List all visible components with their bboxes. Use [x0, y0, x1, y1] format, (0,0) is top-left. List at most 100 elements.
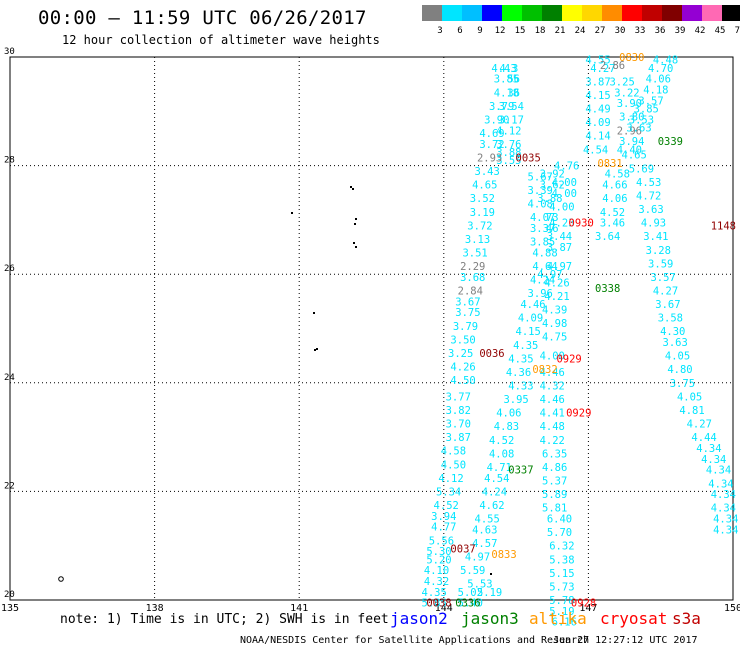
wave-height-value: 4.34: [713, 524, 738, 536]
wave-height-value: 4.83: [494, 421, 519, 433]
wave-height-value: 4.64: [532, 261, 557, 273]
y-tick-label: 22: [4, 481, 15, 491]
wave-height-value: 5.19: [549, 606, 574, 618]
wave-height-value: 4.27: [590, 63, 615, 75]
scale-label: 45: [714, 26, 726, 36]
wave-height-value: 4.65: [622, 150, 647, 162]
wave-height-value: 3.19: [470, 207, 495, 219]
wave-height-value: 4.05: [665, 351, 690, 363]
wave-height-value: 5.67: [528, 171, 553, 183]
wave-height-value: 3.88: [537, 193, 562, 205]
wave-height-value: 4.58: [605, 169, 630, 181]
wave-height-value: 3.90: [484, 114, 509, 126]
wave-height-value: 5.56: [429, 535, 454, 547]
pass-time-label: 0830: [619, 52, 644, 64]
wave-height-value: 3.77: [446, 391, 471, 403]
wave-height-value: 4.88: [532, 247, 557, 259]
wave-height-value: 5.37: [542, 476, 567, 488]
wave-height-value: 4.34: [711, 503, 736, 515]
wave-height-value: 3.22: [614, 87, 639, 99]
wave-height-value: 4.06: [602, 193, 627, 205]
wave-height-value: 5.30: [426, 546, 451, 558]
wave-height-value: 3.68: [460, 272, 485, 284]
scale-swatch: [522, 5, 542, 21]
wave-height-value: 3.44: [547, 231, 572, 243]
wave-height-value: 3.25: [448, 348, 473, 360]
wave-height-value: 4.34: [713, 514, 738, 526]
wave-height-value: 5.20: [426, 554, 451, 566]
wave-height-value: 4.22: [540, 435, 565, 447]
scale-label: 12: [494, 26, 506, 36]
wave-height-value: 4.46: [520, 299, 545, 311]
island-mark: [313, 312, 315, 314]
wave-height-value: 4.08: [489, 448, 514, 460]
island-mark: [355, 218, 357, 220]
satellite-jason3: jason3: [461, 609, 519, 628]
pass-time-label: 1148: [711, 220, 736, 232]
wave-height-value: 5.73: [549, 581, 574, 593]
pass-time-label: 0831: [597, 158, 622, 170]
scale-swatch: [622, 5, 642, 21]
wave-height-value: 4.24: [530, 275, 555, 287]
scale-swatch: [582, 5, 602, 21]
scale-label: 18: [534, 26, 546, 36]
wave-height-value: 4.32: [540, 381, 565, 393]
pass-time-label: 0036: [479, 348, 504, 360]
chart-subtitle: 12 hour collection of altimeter wave hei…: [62, 33, 380, 47]
wave-height-value: 3.79: [489, 101, 514, 113]
wave-height-value: 6.16: [552, 617, 577, 629]
wave-height-value: 3.67: [655, 299, 680, 311]
wave-height-value: 4.00: [540, 351, 565, 363]
wave-height-value: 4.33: [508, 381, 533, 393]
wave-height-value: 4.76: [554, 161, 579, 173]
wave-height-value: 4.00: [552, 177, 577, 189]
wave-height-value: 3.13: [465, 234, 490, 246]
wave-height-value: 4.10: [424, 565, 449, 577]
x-tick-label: 150: [724, 603, 740, 614]
wave-height-value: 73: [546, 212, 559, 224]
scale-swatch: [662, 5, 682, 21]
wave-height-value: 3.63: [663, 337, 688, 349]
wave-height-value: 4.93: [641, 218, 666, 230]
wave-height-value: 3.58: [658, 313, 683, 325]
island-mark: [352, 188, 354, 190]
wave-height-value: 4.00: [549, 201, 574, 213]
wave-height-value: 3.87: [547, 242, 572, 254]
y-tick-label: 24: [4, 373, 15, 383]
credit-text: NOAA/NESDIS Center for Satellite Applica…: [240, 635, 590, 646]
wave-height-value: 4.54: [484, 473, 509, 485]
x-tick-label: 138: [146, 603, 164, 614]
scale-label: 70: [734, 26, 740, 36]
wave-height-value: 3.57: [638, 95, 663, 107]
wave-height-value: 5.15: [549, 568, 574, 580]
wave-height-value: 3.63: [638, 204, 663, 216]
scale-label: 33: [634, 26, 646, 36]
wave-height-value: 4.52: [600, 207, 625, 219]
wave-height-value: 4.32: [424, 576, 449, 588]
wave-height-value: 4.50: [441, 459, 466, 471]
wave-height-value: 4.62: [479, 500, 504, 512]
wave-height-value: 4.55: [585, 55, 610, 67]
wave-height-value: 4.80: [667, 364, 692, 376]
scale-swatch: [502, 5, 522, 21]
wave-height-value: 4.75: [542, 332, 567, 344]
wave-height-value: 3.41: [643, 231, 668, 243]
wave-height-value: 4.27: [653, 285, 678, 297]
wave-height-value: 3.90: [617, 98, 642, 110]
wave-height-value: 4.15: [585, 90, 610, 102]
wave-height-value: 4.81: [679, 405, 704, 417]
island-mark: [291, 212, 293, 214]
island-mark: [350, 186, 352, 188]
wave-height-value: 4.41: [540, 408, 565, 420]
wave-height-value: 3.94: [431, 511, 456, 523]
wave-height-value: 4.14: [585, 131, 610, 143]
wave-height-value: 4.34: [706, 465, 731, 477]
wave-height-value: 4.07: [530, 212, 555, 224]
wave-height-value: 36: [507, 87, 520, 99]
wave-height-value: 3.72: [479, 139, 504, 151]
y-tick-label: 20: [4, 590, 15, 600]
x-tick-label: 141: [290, 603, 308, 614]
wave-height-value: 3.88: [496, 147, 521, 159]
scale-label: 27: [594, 26, 606, 36]
wave-height-value: 4.23: [549, 218, 574, 230]
